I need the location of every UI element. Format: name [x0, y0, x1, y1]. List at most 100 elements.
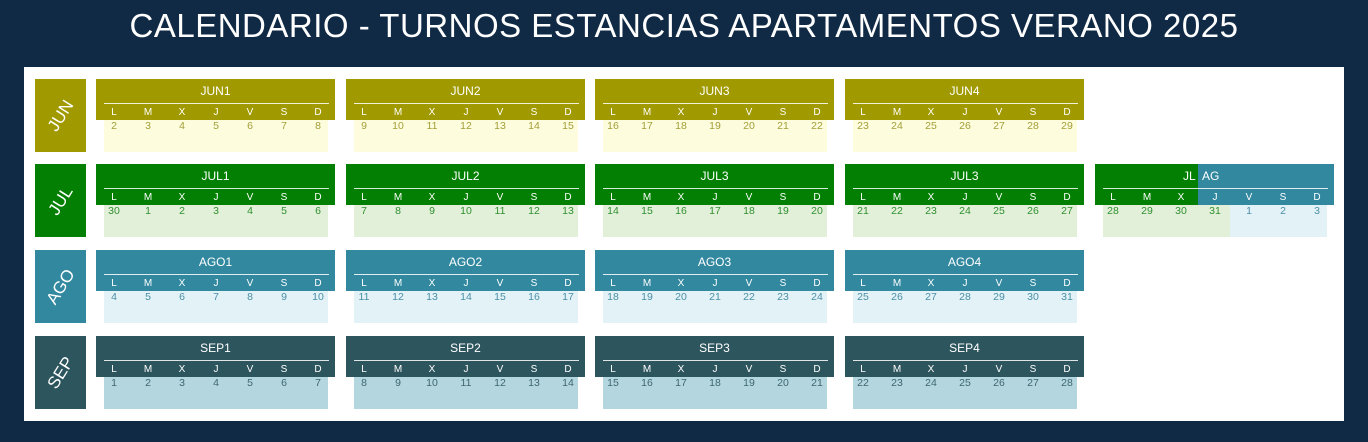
day-number[interactable]: 18: [675, 120, 687, 132]
day-number[interactable]: 15: [641, 205, 653, 217]
day-number[interactable]: 31: [1209, 205, 1221, 217]
day-number[interactable]: 2: [111, 120, 117, 132]
day-number[interactable]: 27: [993, 120, 1005, 132]
day-number[interactable]: 9: [281, 291, 287, 303]
day-number[interactable]: 18: [743, 205, 755, 217]
week-block[interactable]: JUL3 L M X J V S D 21 22 23 24 25 26 27: [845, 164, 1084, 237]
day-number[interactable]: 23: [891, 377, 903, 389]
day-number[interactable]: 27: [925, 291, 937, 303]
day-number[interactable]: 12: [392, 291, 404, 303]
day-number[interactable]: 4: [213, 377, 219, 389]
day-number[interactable]: 15: [562, 120, 574, 132]
day-number[interactable]: 10: [460, 205, 472, 217]
week-block[interactable]: JUL1 L M X J V S D 30 1 2 3 4 5 6: [96, 164, 335, 237]
day-number[interactable]: 15: [607, 377, 619, 389]
day-number[interactable]: 19: [777, 205, 789, 217]
week-block[interactable]: JUN3 L M X J V S D 16 17 18 19 20 21 22: [595, 79, 834, 152]
day-number[interactable]: 21: [777, 120, 789, 132]
week-block[interactable]: AGO1 L M X J V S D 4 5 6 7 8 9 10: [96, 250, 335, 323]
day-number[interactable]: 24: [811, 291, 823, 303]
day-number[interactable]: 25: [993, 205, 1005, 217]
day-number[interactable]: 24: [891, 120, 903, 132]
day-number[interactable]: 25: [857, 291, 869, 303]
day-number[interactable]: 16: [528, 291, 540, 303]
day-number[interactable]: 17: [709, 205, 721, 217]
day-number[interactable]: 28: [1027, 120, 1039, 132]
day-number[interactable]: 15: [494, 291, 506, 303]
day-number[interactable]: 28: [1061, 377, 1073, 389]
day-number[interactable]: 5: [213, 120, 219, 132]
day-number[interactable]: 21: [811, 377, 823, 389]
day-number[interactable]: 28: [959, 291, 971, 303]
day-number[interactable]: 12: [460, 120, 472, 132]
day-number[interactable]: 17: [641, 120, 653, 132]
day-number[interactable]: 22: [857, 377, 869, 389]
week-block[interactable]: JUN2 L M X J V S D 9 10 11 12 13 14 15: [346, 79, 585, 152]
day-number[interactable]: 5: [145, 291, 151, 303]
week-block[interactable]: SEP4 L M X J V S D 22 23 24 25 26 27 28: [845, 336, 1084, 409]
day-number[interactable]: 4: [247, 205, 253, 217]
day-number[interactable]: 6: [247, 120, 253, 132]
day-number[interactable]: 8: [361, 377, 367, 389]
day-number[interactable]: 18: [709, 377, 721, 389]
day-number[interactable]: 19: [743, 377, 755, 389]
day-number[interactable]: 7: [361, 205, 367, 217]
day-number[interactable]: 26: [1027, 205, 1039, 217]
day-number[interactable]: 14: [607, 205, 619, 217]
day-number[interactable]: 11: [494, 205, 506, 217]
day-number[interactable]: 8: [315, 120, 321, 132]
day-number[interactable]: 6: [179, 291, 185, 303]
day-number[interactable]: 25: [959, 377, 971, 389]
day-number[interactable]: 20: [675, 291, 687, 303]
week-block[interactable]: SEP2 L M X J V S D 8 9 10 11 12 13 14: [346, 336, 585, 409]
day-number[interactable]: 6: [281, 377, 287, 389]
day-number[interactable]: 16: [641, 377, 653, 389]
week-block[interactable]: SEP1 L M X J V S D 1 2 3 4 5 6 7: [96, 336, 335, 409]
day-number[interactable]: 21: [709, 291, 721, 303]
day-number[interactable]: 12: [528, 205, 540, 217]
day-number[interactable]: 17: [675, 377, 687, 389]
day-number[interactable]: 25: [925, 120, 937, 132]
day-number[interactable]: 4: [179, 120, 185, 132]
day-number[interactable]: 27: [1061, 205, 1073, 217]
day-number[interactable]: 23: [777, 291, 789, 303]
day-number[interactable]: 3: [145, 120, 151, 132]
day-number[interactable]: 29: [993, 291, 1005, 303]
day-number[interactable]: 26: [959, 120, 971, 132]
day-number[interactable]: 10: [392, 120, 404, 132]
day-number[interactable]: 22: [811, 120, 823, 132]
day-number[interactable]: 4: [111, 291, 117, 303]
week-block[interactable]: JUN1 L M X J V S D 2 3 4 5 6 7 8: [96, 79, 335, 152]
week-block[interactable]: JUL2 L M X J V S D 7 8 9 10 11 12 13: [346, 164, 585, 237]
day-number[interactable]: 8: [395, 205, 401, 217]
day-number[interactable]: 1: [1246, 205, 1252, 217]
day-number[interactable]: 1: [145, 205, 151, 217]
day-number[interactable]: 7: [281, 120, 287, 132]
day-number[interactable]: 11: [426, 120, 438, 132]
day-number[interactable]: 21: [857, 205, 869, 217]
day-number[interactable]: 26: [891, 291, 903, 303]
day-number[interactable]: 13: [528, 377, 540, 389]
day-number[interactable]: 2: [179, 205, 185, 217]
week-block[interactable]: SEP3 L M X J V S D 15 16 17 18 19 20 21: [595, 336, 834, 409]
day-number[interactable]: 9: [429, 205, 435, 217]
day-number[interactable]: 19: [641, 291, 653, 303]
day-number[interactable]: 11: [460, 377, 472, 389]
day-number[interactable]: 5: [247, 377, 253, 389]
day-number[interactable]: 29: [1141, 205, 1153, 217]
day-number[interactable]: 18: [607, 291, 619, 303]
day-number[interactable]: 10: [312, 291, 324, 303]
day-number[interactable]: 9: [361, 120, 367, 132]
week-block[interactable]: AGO4 L M X J V S D 25 26 27 28 29 30 31: [845, 250, 1084, 323]
day-number[interactable]: 3: [1314, 205, 1320, 217]
day-number[interactable]: 1: [111, 377, 117, 389]
day-number[interactable]: 20: [743, 120, 755, 132]
day-number[interactable]: 10: [426, 377, 438, 389]
day-number[interactable]: 20: [777, 377, 789, 389]
day-number[interactable]: 17: [562, 291, 574, 303]
day-number[interactable]: 16: [675, 205, 687, 217]
day-number[interactable]: 24: [959, 205, 971, 217]
day-number[interactable]: 11: [358, 291, 370, 303]
day-number[interactable]: 7: [315, 377, 321, 389]
day-number[interactable]: 2: [1280, 205, 1286, 217]
